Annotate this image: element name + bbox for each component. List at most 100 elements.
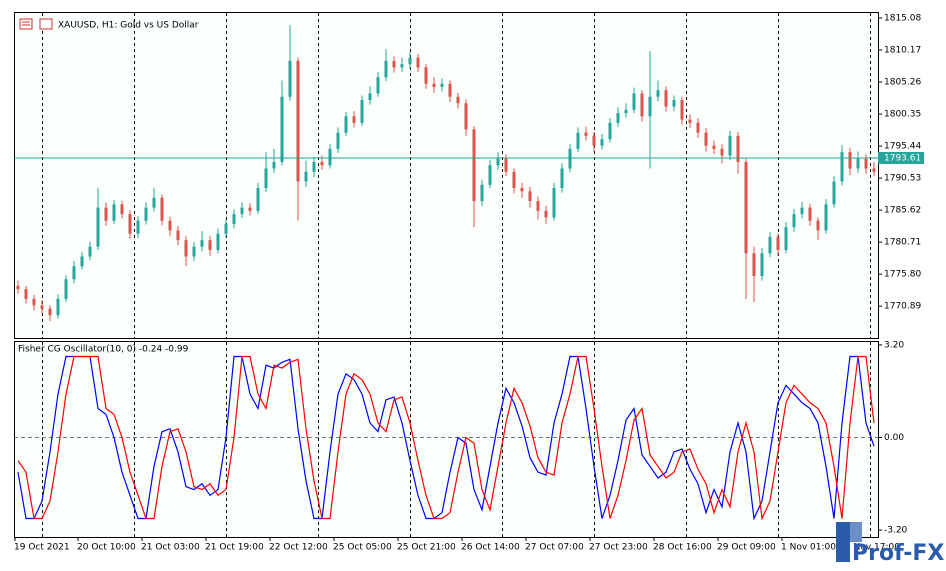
y-tick-label: 1800.35 (884, 110, 921, 120)
oscillator-pane (14, 341, 879, 538)
x-tick-label: 28 Oct 16:00 (653, 543, 712, 553)
candle-body (832, 181, 836, 205)
candle-body (144, 207, 148, 221)
candle-body (32, 298, 36, 306)
y-tick-label: -3.20 (884, 526, 908, 536)
candle-body (480, 184, 484, 202)
logo: Prof-FX (836, 522, 944, 566)
x-tick-label: 25 Oct 05:00 (333, 543, 392, 553)
candle-body (64, 279, 68, 299)
candle-body (704, 132, 708, 146)
current-price-label: 1793.61 (884, 153, 921, 163)
candle-body (160, 197, 164, 221)
y-tick-label: 1815.08 (884, 13, 921, 23)
chart-title: XAUUSD, H1: Gold vs US Dollar (58, 21, 199, 31)
y-tick-label: 1780.71 (884, 238, 921, 248)
candle-body (136, 220, 140, 234)
candle-body (800, 207, 804, 215)
candle-body (872, 168, 876, 172)
y-tick-label: 1775.80 (884, 270, 921, 280)
candle-body (176, 230, 180, 241)
y-tick-label: 1805.26 (884, 78, 921, 88)
x-tick-label: 20 Oct 10:00 (77, 543, 136, 553)
candle-body (792, 214, 796, 228)
candle-body (416, 57, 420, 68)
candle-body (824, 204, 828, 231)
candle-body (744, 161, 748, 254)
candle-body (536, 201, 540, 211)
candle-body (616, 113, 620, 123)
x-tick-label: 21 Oct 19:00 (205, 543, 264, 553)
y-tick-label: 3.20 (884, 340, 904, 350)
menu-icon[interactable] (19, 18, 33, 30)
candle-body (504, 158, 508, 172)
candle-body (216, 233, 220, 250)
candle-body (232, 214, 236, 224)
candle-body (256, 188, 260, 211)
candle-body (336, 132, 340, 149)
candle-body (304, 171, 308, 182)
candle-body (288, 60, 292, 97)
oscillator-line (17, 355, 875, 521)
candle-body (624, 109, 628, 114)
candle-body (488, 165, 492, 185)
candle-body (464, 103, 468, 130)
candle-body (632, 93, 636, 110)
candle-body (552, 188, 556, 218)
candle-body (752, 253, 756, 277)
candle-body (440, 83, 444, 87)
candle-body (56, 298, 60, 316)
x-tick-label: 29 Oct 09:00 (717, 543, 776, 553)
candle-body (392, 60, 396, 68)
x-tick-label: 27 Oct 23:00 (589, 543, 648, 553)
candle-body (856, 158, 860, 169)
candle-body (280, 96, 284, 162)
candle-body (432, 83, 436, 87)
candle-body (104, 207, 108, 221)
x-tick-label: 19 Oct 2021 (14, 543, 70, 553)
y-tick-label: 1770.89 (884, 302, 921, 312)
candle-body (648, 96, 652, 117)
oscillator-line (17, 355, 875, 521)
candle-body (448, 83, 452, 97)
candle-body (112, 204, 116, 221)
candle-body (376, 77, 380, 94)
candle-body (712, 145, 716, 149)
chart-icon[interactable] (39, 18, 53, 30)
x-tick-label: 26 Oct 14:00 (461, 543, 520, 553)
candle-body (368, 93, 372, 101)
candle-body (272, 161, 276, 169)
candle-body (576, 132, 580, 149)
candle-body (568, 148, 572, 169)
candle-body (208, 240, 212, 250)
candle-body (384, 60, 388, 78)
current-price-box (878, 151, 924, 164)
candle-body (184, 240, 188, 257)
x-tick-label: 27 Oct 07:00 (525, 543, 584, 553)
candle-body (736, 135, 740, 162)
candle-body (240, 207, 244, 215)
candle-body (520, 188, 524, 192)
candle-body (264, 168, 268, 189)
candle-body (456, 96, 460, 104)
candle-body (816, 220, 820, 231)
candle-body (16, 285, 20, 290)
watermark: Prof-FX (852, 541, 944, 566)
candle-body (296, 60, 300, 182)
candle-body (192, 246, 196, 257)
candle-body (864, 158, 868, 169)
x-tick-label: 1 Nov 01:00 (781, 543, 836, 553)
candle-body (672, 100, 676, 107)
candle-body (224, 223, 228, 234)
candle-body (592, 135, 596, 146)
candle-body (720, 148, 724, 156)
candle-body (528, 191, 532, 202)
candle-body (328, 148, 332, 166)
y-tick-label: 0.00 (884, 433, 904, 443)
candle-body (544, 210, 548, 218)
y-tick-label: 1795.44 (884, 142, 921, 152)
candle-body (248, 207, 252, 211)
x-tick-label: 21 Oct 03:00 (141, 543, 200, 553)
candle-body (608, 122, 612, 140)
